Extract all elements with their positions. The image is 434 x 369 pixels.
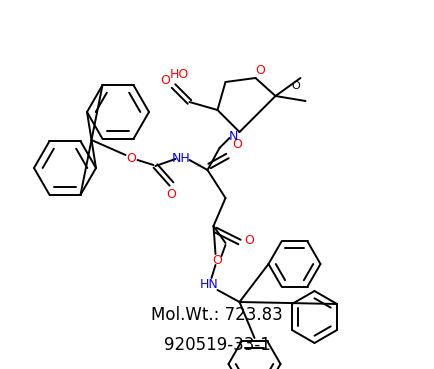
- Text: HN: HN: [200, 277, 219, 290]
- Text: O: O: [245, 234, 254, 246]
- Text: HO: HO: [170, 68, 189, 80]
- Text: O: O: [127, 152, 136, 165]
- Text: O: O: [256, 63, 266, 76]
- Text: Mol.Wt.: 723.83: Mol.Wt.: 723.83: [151, 306, 283, 324]
- Text: O: O: [167, 187, 177, 200]
- Text: NH: NH: [172, 152, 191, 165]
- Text: O: O: [161, 73, 171, 86]
- Text: O: O: [291, 81, 300, 91]
- Text: N: N: [229, 130, 238, 142]
- Text: O: O: [233, 138, 243, 151]
- Text: O: O: [213, 254, 223, 266]
- Text: 920519-33-1: 920519-33-1: [164, 336, 270, 354]
